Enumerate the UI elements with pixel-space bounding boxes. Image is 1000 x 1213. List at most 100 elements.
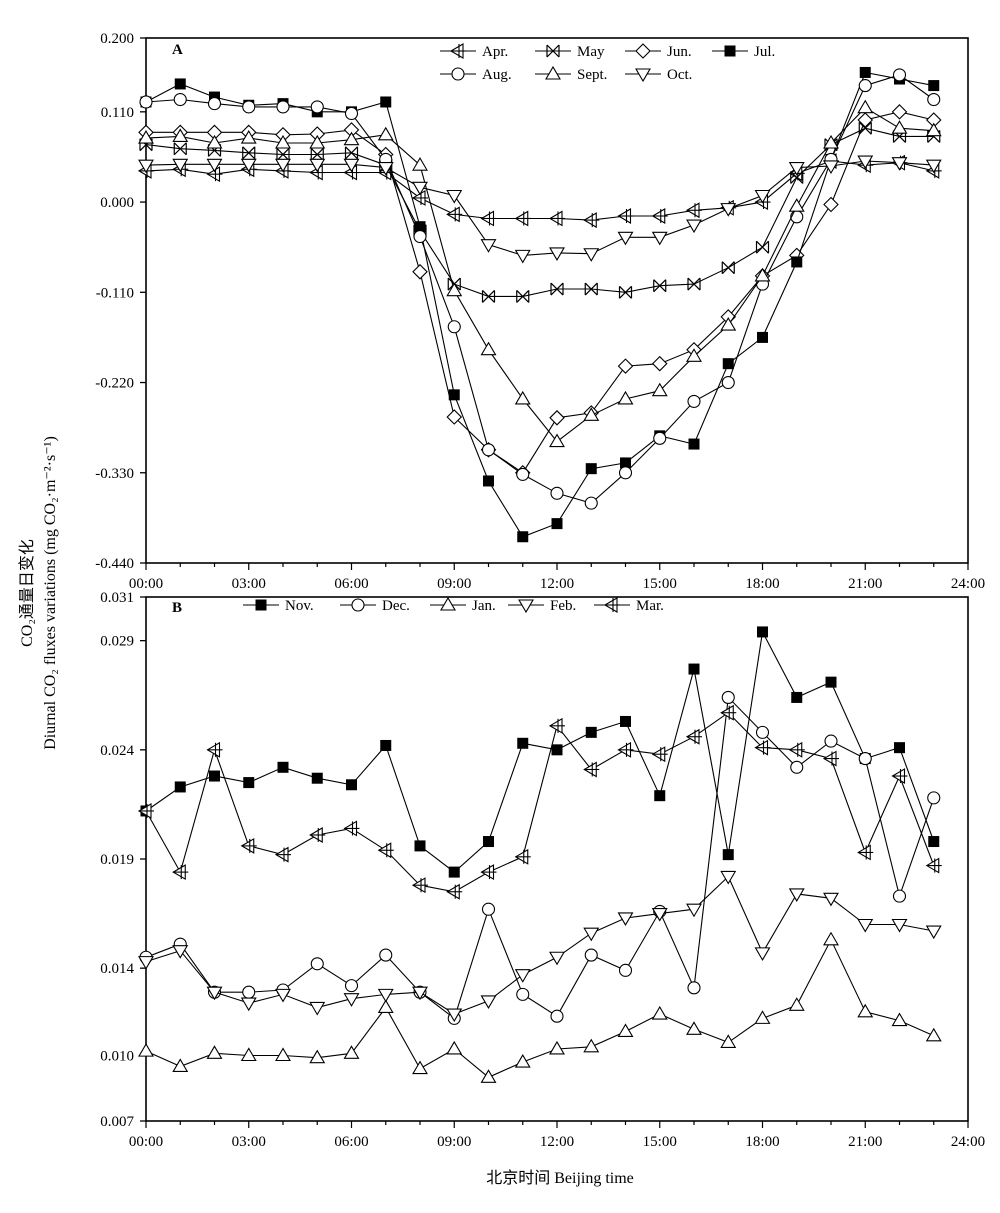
data-point [377, 162, 394, 176]
panel-b-chart: B 0.007 0.010 0.014 0.019 0.024 0.029 0.031 00:0… [100, 590, 985, 1150]
y-axis-title-chinese: CO₂通量日变化 [18, 539, 36, 647]
legend-marker [518, 599, 534, 614]
data-point [548, 210, 565, 227]
data-point [412, 181, 428, 196]
data-point [857, 99, 874, 114]
data-point [823, 134, 839, 149]
x-tick-label: 09:00 [437, 1134, 471, 1150]
x-tick-label: 03:00 [232, 1134, 266, 1150]
data-point [516, 467, 530, 481]
data-point [514, 969, 531, 983]
data-point [481, 443, 496, 457]
data-point [380, 96, 392, 108]
series-oct [138, 155, 942, 264]
x-tick-label: 18:00 [745, 576, 779, 592]
data-point [446, 189, 463, 204]
series-mar [137, 704, 942, 900]
data-point [790, 210, 804, 224]
data-point [309, 1049, 326, 1064]
legend-label: Feb. [550, 598, 576, 614]
data-point [686, 348, 702, 362]
data-point [483, 836, 494, 848]
data-point [721, 375, 735, 390]
data-point [548, 717, 565, 734]
data-point [172, 128, 189, 142]
legend-item-dec: Dec. [340, 598, 410, 614]
legend-marker [449, 43, 466, 59]
data-point [240, 158, 257, 173]
data-point [790, 171, 804, 184]
data-point [583, 407, 600, 421]
series-jul [140, 66, 940, 543]
data-point [172, 158, 189, 173]
data-point [925, 857, 942, 874]
data-point [617, 741, 634, 758]
data-point [206, 1045, 223, 1059]
data-point [174, 781, 186, 793]
data-point [277, 761, 289, 773]
series-line [145, 711, 935, 893]
y-tick-label: 0.200 [100, 31, 134, 47]
data-point [825, 676, 837, 688]
data-point [720, 1034, 737, 1048]
series-may [139, 121, 941, 303]
data-point [514, 210, 531, 227]
data-point [686, 1021, 702, 1035]
data-point [894, 742, 905, 754]
data-point [517, 737, 529, 749]
data-point [927, 791, 941, 805]
data-point [480, 341, 497, 356]
legend-item-jan: Jan. [430, 596, 496, 614]
data-point [653, 279, 667, 293]
data-point [891, 768, 908, 784]
y-tick-label: -0.330 [95, 466, 134, 482]
data-point [344, 146, 359, 160]
data-point [925, 122, 942, 137]
data-point [274, 846, 291, 863]
x-tick-label: 15:00 [643, 1134, 677, 1150]
data-point [687, 394, 701, 408]
data-point [275, 134, 291, 149]
data-point [857, 155, 874, 170]
data-point [343, 1045, 360, 1059]
data-point [754, 267, 771, 282]
series-line [145, 160, 934, 256]
data-point [311, 772, 323, 784]
data-point [549, 1040, 565, 1055]
data-point [584, 948, 598, 962]
data-point [857, 1003, 874, 1018]
data-point [892, 889, 907, 903]
x-tick-label: 00:00 [129, 1134, 163, 1150]
data-point [480, 1069, 497, 1083]
legend-marker [635, 68, 651, 83]
data-point [139, 95, 153, 109]
data-point [209, 770, 220, 782]
legend-label: May [577, 44, 605, 60]
x-tick-label: 24:00 [951, 576, 985, 592]
data-point [344, 106, 359, 121]
y-tick-label: 0.000 [100, 195, 134, 211]
data-point [377, 842, 394, 859]
data-point [447, 320, 461, 334]
data-point [620, 715, 631, 727]
data-point [516, 289, 530, 303]
data-point [412, 264, 428, 280]
data-point [310, 100, 324, 114]
data-point [651, 208, 668, 224]
data-point [480, 864, 497, 881]
panel-a-chart: A -0.440 -0.330 -0.220 -0.110 0.000 0.110 0.200… [95, 31, 985, 592]
data-point [412, 157, 428, 171]
x-tick-label: 12:00 [540, 1134, 574, 1150]
data-point [413, 229, 427, 244]
legend-marker [724, 45, 736, 57]
data-point [891, 918, 908, 933]
data-point [618, 466, 633, 480]
legend-marker [351, 598, 365, 612]
data-point [412, 986, 428, 1001]
series-apr [137, 153, 942, 229]
series-line [145, 74, 935, 504]
legend-label: Aug. [482, 67, 512, 83]
series-line [145, 875, 934, 1015]
data-point [892, 68, 907, 82]
legend-item-feb: Feb. [508, 598, 576, 614]
